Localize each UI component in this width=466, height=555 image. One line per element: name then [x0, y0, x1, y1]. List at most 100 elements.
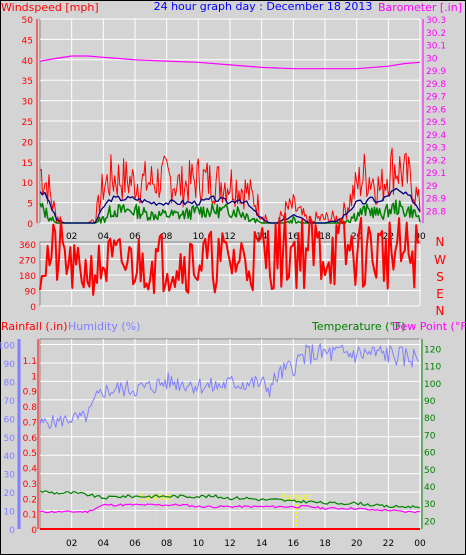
hour-tick-label: 12	[224, 232, 235, 242]
hour-tick-label: 08	[161, 232, 173, 242]
rainfall-tick-label: 0.4	[23, 465, 38, 475]
hour-tick-label: 04	[98, 232, 110, 242]
barometer-line	[39, 55, 421, 70]
humidity-tick-label: 10	[4, 508, 16, 518]
hour-tick-label: 06	[129, 232, 141, 242]
rainfall-tick-label: 0.2	[23, 495, 37, 505]
rainfall-tick-label: 0.5	[23, 449, 37, 459]
rainfall-tick-label: 0.8	[23, 403, 38, 413]
rainfall-tick-label: 0	[31, 526, 37, 536]
humidity-panel-content: 010203040506070809010000.10.20.30.40.50.…	[0, 339, 441, 549]
barometer-tick-label: 29.9	[426, 67, 446, 77]
humidity-tick-label: 0	[9, 526, 15, 536]
windspeed-label: Windspeed [mph]	[1, 1, 99, 14]
barometer-tick-label: 29.1	[426, 169, 446, 179]
chart-title: 24 hour graph day : December 18 2013	[154, 0, 373, 13]
rainfall-tick-label: 0.9	[23, 388, 38, 398]
temperature-tick-label: 60	[424, 449, 436, 459]
temperature-tick-label: 50	[424, 466, 436, 476]
hour-tick-label: 02	[66, 232, 77, 242]
sunrise-label: Sunrise	[139, 493, 173, 503]
temperature-tick-label: 80	[424, 414, 436, 424]
rainfall-tick-label: 0.3	[23, 480, 37, 490]
barometer-tick-label: 29	[426, 182, 438, 192]
barometer-tick-label: 30.1	[426, 42, 446, 52]
hour-tick-label: 10	[193, 539, 205, 549]
sunset-label: Sunset	[281, 493, 312, 503]
direction-tick-label: 360	[19, 241, 36, 251]
compass-label: W	[434, 253, 446, 267]
humidity-tick-label: 90	[4, 360, 16, 370]
hour-tick-label: 04	[98, 539, 110, 549]
hour-tick-label: 16	[288, 539, 300, 549]
humidity-line	[39, 343, 419, 430]
temperature-tick-label: 110	[424, 363, 441, 373]
wind-gust-line	[39, 147, 421, 224]
barometer-tick-label: 29.3	[426, 144, 446, 154]
compass-label: N	[436, 235, 445, 249]
hour-tick-label: 20	[351, 232, 363, 242]
barometer-tick-label: 29.4	[426, 131, 446, 141]
humidity-tick-label: 80	[4, 378, 16, 388]
wind-tick-label: 50	[22, 16, 34, 26]
temperature-tick-label: 70	[424, 431, 436, 441]
rainfall-label: Rainfall (.in)	[1, 320, 68, 333]
direction-tick-label: 0	[30, 303, 36, 313]
temperature-label: Temperature (°F)	[311, 320, 406, 333]
rainfall-tick-label: 1.1	[23, 357, 37, 367]
wind-panel-content: 0 5 10 15 20 25 30 35 40 45 50 02 04 06 08 10 12 14 16 18 20…	[22, 16, 447, 242]
wind-tick-label: 35	[22, 77, 33, 87]
temperature-tick-label: 40	[424, 483, 436, 493]
hour-tick-label: 00	[414, 539, 426, 549]
barometer-tick-label: 29.6	[426, 105, 446, 115]
barometer-tick-label: 29.8	[426, 80, 446, 90]
humidity-tick-label: 40	[4, 452, 16, 462]
hour-tick-label: 22	[383, 539, 394, 549]
hour-tick-label: 06	[129, 539, 141, 549]
wind-average-line	[39, 187, 421, 224]
barometer-tick-label: 29.5	[426, 118, 446, 128]
rainfall-tick-label: 0.1	[23, 511, 37, 521]
temperature-line	[39, 490, 421, 509]
barometer-tick-label: 30	[426, 54, 438, 64]
wind-tick-label: 20	[22, 138, 34, 148]
rainfall-tick-label: 0.6	[23, 434, 38, 444]
humidity-tick-label: 20	[4, 489, 16, 499]
direction-tick-label: 90	[25, 288, 37, 298]
hour-tick-label: 18	[319, 232, 331, 242]
humidity-tick-label: 70	[4, 397, 16, 407]
hour-tick-label: 02	[66, 539, 77, 549]
hour-tick-label: 14	[256, 232, 268, 242]
wind-tick-label: 5	[27, 200, 33, 210]
wind-direction-line	[39, 212, 420, 296]
dewpoint-label: Dew Point (°F)	[392, 320, 466, 333]
rainfall-tick-label: 0.7	[23, 418, 37, 428]
barometer-tick-label: 29.7	[426, 93, 446, 103]
wind-tick-label: 30	[22, 98, 34, 108]
barometer-tick-label: 30.3	[426, 16, 446, 26]
temperature-tick-label: 30	[424, 500, 436, 510]
wind-tick-label: 45	[22, 36, 33, 46]
hour-tick-label: 16	[288, 232, 300, 242]
wind-tick-label: 10	[22, 179, 34, 189]
hour-tick-label: 14	[256, 539, 268, 549]
hour-tick-label: 12	[224, 539, 235, 549]
hour-tick-label: 20	[351, 539, 363, 549]
wind-tick-label: 25	[22, 118, 33, 128]
barometer-tick-label: 29.2	[426, 156, 446, 166]
temperature-tick-label: 120	[424, 345, 441, 355]
humidity-tick-label: 30	[4, 471, 16, 481]
barometer-tick-label: 28.9	[426, 195, 446, 205]
humidity-tick-label: 50	[4, 434, 16, 444]
hour-tick-label: 10	[193, 232, 205, 242]
humidity-label: Humidity (%)	[68, 320, 140, 333]
barometer-tick-label: 30.2	[426, 29, 446, 39]
temperature-tick-label: 100	[424, 380, 441, 390]
wind-tick-label: 0	[27, 220, 33, 230]
barometer-label: Barometer [.in]	[378, 1, 462, 14]
compass-label: E	[436, 287, 444, 301]
hour-tick-label: 00	[414, 232, 426, 242]
hour-tick-label: 08	[161, 539, 173, 549]
